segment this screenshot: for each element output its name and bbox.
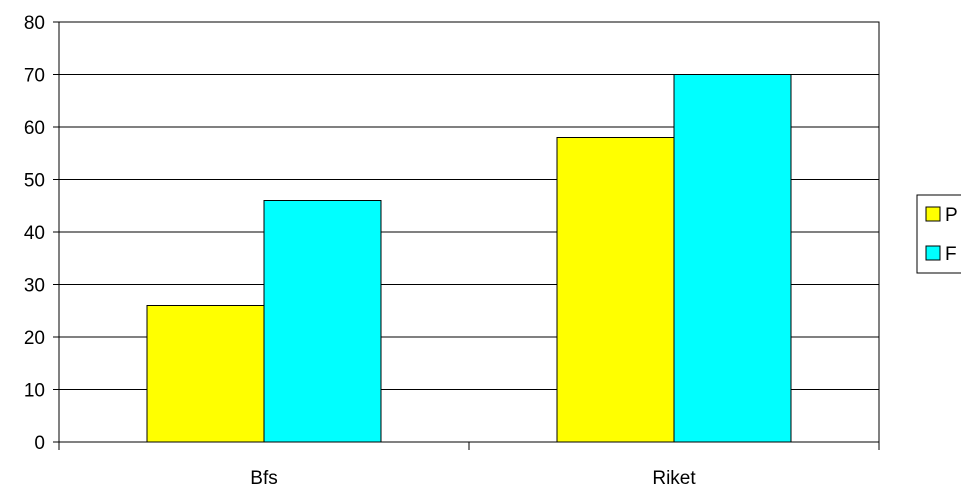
y-tick-label: 50 — [24, 171, 45, 192]
x-tick-label: Riket — [652, 468, 696, 485]
bars — [146, 74, 792, 443]
legend-swatch-F — [925, 245, 941, 261]
y-tick-label: 10 — [24, 381, 45, 402]
bar-F-Riket — [673, 74, 792, 443]
y-tick-label: 0 — [34, 433, 45, 454]
legend-swatch-P — [925, 206, 941, 222]
y-tick-label: 40 — [24, 223, 45, 244]
bar-P-Bfs — [146, 305, 265, 443]
x-tick-label: Bfs — [250, 468, 277, 485]
y-tick-label: 70 — [24, 66, 45, 87]
y-tick-label: 80 — [24, 13, 45, 34]
x-axis: Bfs Riket — [58, 442, 880, 485]
bar-P-Riket — [556, 137, 675, 443]
y-axis: 0 10 20 30 40 50 60 70 80 — [24, 13, 59, 454]
bar-F-Bfs — [263, 200, 382, 443]
legend: PF — [916, 194, 961, 274]
legend-label-F: F — [945, 244, 957, 265]
y-tick-label: 30 — [24, 276, 45, 297]
legend-label-P: P — [945, 205, 958, 226]
y-tick-label: 20 — [24, 328, 45, 349]
y-tick-label: 60 — [24, 118, 45, 139]
